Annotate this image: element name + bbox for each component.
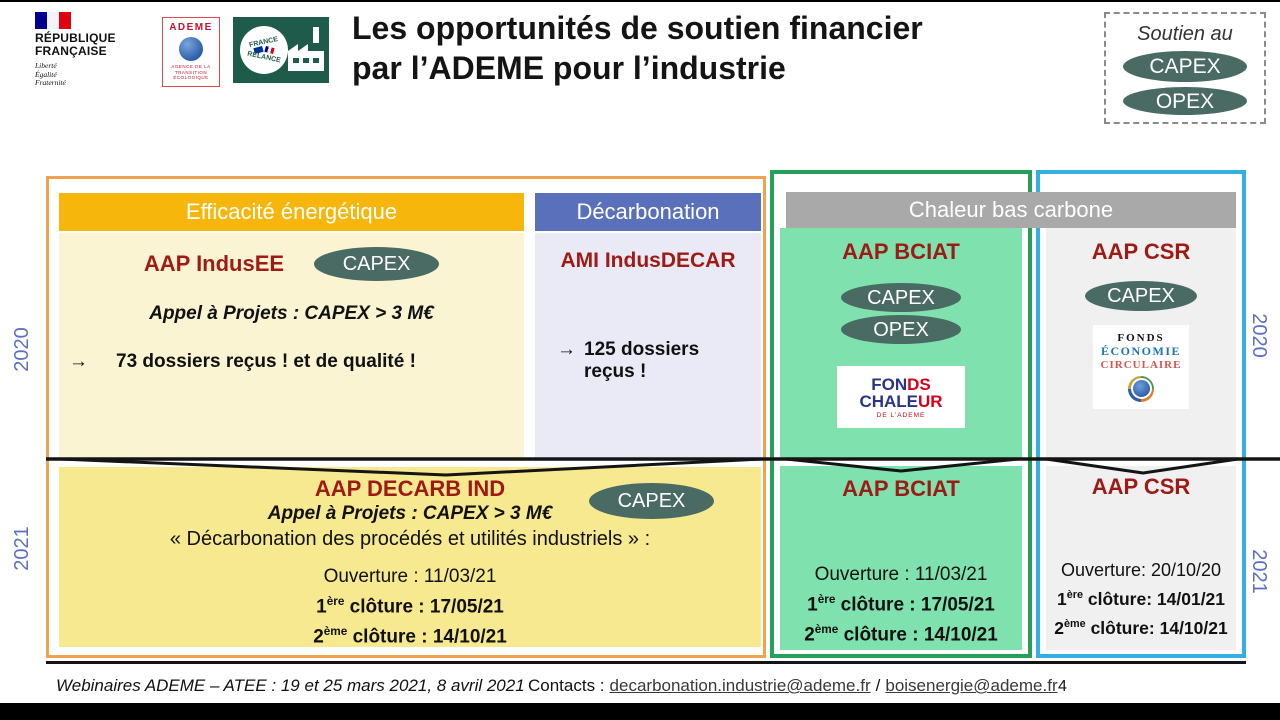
fec-line1: FONDS — [1117, 332, 1165, 345]
orange-block: Efficacité énergétique Décarbonation AAP… — [46, 176, 766, 658]
aap-bciat-title: AAP BCIAT — [842, 476, 960, 501]
decarb-ind-cloture1: 1ère clôture : 17/05/21 — [316, 595, 504, 618]
year-label-left-2021: 2021 — [10, 525, 33, 571]
flag-blue — [35, 12, 47, 29]
aap-indusee-title: AAP IndusEE — [143, 251, 285, 276]
year-label-right-2021: 2021 — [1247, 548, 1270, 594]
bottom-letterbox-strip — [0, 703, 1280, 720]
fec-line2: ÉCONOMIE — [1100, 344, 1181, 359]
footer-webinaires: Webinaires ADEME – ATEE : 19 et 25 mars … — [56, 676, 525, 695]
indusee-bullet: 73 dossiers reçus ! et de qualité ! — [116, 351, 416, 372]
decarb-ind-ouverture: Ouverture : 11/03/21 — [323, 566, 497, 587]
france-relance-circle: FRANCE RELANCE — [240, 26, 288, 74]
soutien-label: Soutien au — [1137, 23, 1233, 45]
fonds-economie-circulaire-logo: FONDS ÉCONOMIE CIRCULAIRE — [1093, 325, 1189, 409]
ademe-logo-title: ADEME — [169, 22, 213, 33]
decarbonation-2020-cell: AMI IndusDECAR → 125 dossiers reçus ! — [535, 233, 761, 461]
bciat-cloture1: 1ère clôture : 17/05/21 — [807, 593, 995, 616]
republique-francaise-logo: RÉPUBLIQUE FRANÇAISE Liberté Égalité Fra… — [35, 12, 145, 96]
capex-pill: CAPEX — [314, 247, 440, 281]
capex-pill: CAPEX — [841, 283, 961, 312]
ademe-sub3: ÉCOLOGIQUE — [173, 75, 209, 80]
arrow-icon: → — [69, 351, 88, 372]
soutien-box: Soutien au CAPEX OPEX — [1104, 12, 1266, 124]
flag-white — [47, 12, 59, 29]
decarb-ind-subtitle: Appel à Projets : CAPEX > 3 M€ — [267, 503, 553, 524]
opex-pill: OPEX — [841, 315, 961, 344]
motto-egalite: Égalité — [35, 69, 57, 79]
fonds-chaleur-logo: FONDS CHALEUR DE L’ADEME — [837, 366, 965, 428]
circular-economy-globe-icon — [1128, 375, 1154, 402]
year-label-left-2020-wrap: 2020 — [2, 306, 42, 392]
bciat-2021-cell: AAP BCIAT Ouverture : 11/03/21 1ère clôt… — [780, 466, 1022, 650]
fonds-chaleur-sub: DE L’ADEME — [876, 411, 926, 419]
top-letterbox-strip — [0, 0, 1280, 2]
year-label-right-2020: 2020 — [1247, 312, 1270, 358]
globe-icon — [179, 37, 203, 61]
decarb-ind-description: « Décarbonation des procédés et utilités… — [169, 528, 651, 550]
decarbonation-header: Décarbonation — [535, 193, 761, 231]
ademe-sub2: TRANSITION — [174, 69, 208, 75]
french-flag-icon — [35, 12, 71, 29]
csr-ouverture: Ouverture: 20/10/20 — [1060, 560, 1222, 580]
opex-pill: OPEX — [1123, 87, 1247, 115]
indusee-subtitle: Appel à Projets : CAPEX > 3 M€ — [149, 303, 434, 324]
bciat-cloture2: 2ème clôture : 14/10/21 — [804, 623, 998, 646]
globe-inner — [1130, 378, 1152, 400]
capex-pill: CAPEX — [1085, 281, 1197, 311]
csr-2021-cell: AAP CSR Ouverture: 20/10/20 1ère clôture… — [1046, 466, 1236, 650]
chaleur-bas-carbone-header: Chaleur bas carbone — [786, 192, 1236, 228]
footer-contacts: Contacts : decarbonation.industrie@ademe… — [528, 676, 1058, 696]
capex-pill: CAPEX — [589, 483, 714, 519]
decarb-ind-cloture2: 2ème clôture : 14/10/21 — [313, 625, 507, 648]
ademe-logo: ADEME AGENCE DE LA TRANSITION ÉCOLOGIQUE — [162, 17, 220, 87]
csr-cloture1: 1ère clôture: 14/01/21 — [1056, 588, 1226, 609]
efficacite-header: Efficacité énergétique — [59, 193, 524, 231]
mini-flag-fr — [264, 45, 275, 55]
aap-csr-title: AAP CSR — [1091, 474, 1191, 499]
factory-icon — [288, 27, 324, 71]
aap-decarb-ind-title: AAP DECARB IND — [314, 476, 506, 501]
contacts-separator: / — [875, 676, 881, 695]
flag-red — [59, 12, 71, 29]
motto-fraternite: Fraternité — [35, 78, 66, 87]
email-link-decarbonation[interactable]: decarbonation.industrie@ademe.fr — [609, 676, 871, 695]
ademe-sub1: AGENCE DE LA — [171, 64, 211, 69]
page-number: 4 — [1058, 678, 1067, 695]
contacts-label: Contacts : — [528, 676, 605, 695]
france-relance-logo: FRANCE RELANCE — [233, 17, 329, 83]
row-divider — [46, 457, 1280, 477]
aap-bciat-title: AAP BCIAT — [842, 239, 960, 264]
decarb-ind-2021-cell: CAPEX AAP DECARB IND Appel à Projets : C… — [59, 467, 761, 648]
motto-liberte: Liberté — [35, 61, 57, 70]
ami-indusdecar-title: AMI IndusDECAR — [560, 249, 736, 272]
year-label-left-2020: 2020 — [10, 326, 33, 372]
bciat-2020-cell: AAP BCIAT CAPEX OPEX FONDS CHALEUR DE L’… — [780, 228, 1022, 460]
indusdecar-bullet: 125 dossiers reçus ! — [584, 339, 700, 382]
year-label-left-2021-wrap: 2021 — [2, 505, 42, 591]
bciat-ouverture: Ouverture : 11/03/21 — [814, 564, 988, 585]
csr-block: AAP CSR CAPEX FONDS ÉCONOMIE CIRCULAIRE … — [1036, 170, 1246, 658]
republique-line1: RÉPUBLIQUE — [35, 31, 116, 45]
capex-pill: CAPEX — [1123, 51, 1247, 82]
slide-title-line1: Les opportunités de soutien financier — [352, 10, 923, 46]
email-link-boisenergie[interactable]: boisenergie@ademe.fr — [885, 676, 1058, 695]
fec-line3: CIRCULAIRE — [1100, 358, 1182, 371]
csr-cloture2: 2ème clôture: 14/10/21 — [1054, 617, 1228, 638]
arrow-icon: → — [557, 339, 576, 360]
slide-title-line2: par l’ADEME pour l’industrie — [352, 50, 786, 86]
aap-csr-title: AAP CSR — [1091, 239, 1191, 264]
republique-line2: FRANÇAISE — [35, 44, 107, 58]
bciat-block: AAP BCIAT CAPEX OPEX FONDS CHALEUR DE L’… — [770, 170, 1032, 658]
efficacite-2020-cell: AAP IndusEE CAPEX Appel à Projets : CAPE… — [59, 233, 524, 461]
slide-title: Les opportunités de soutien financier pa… — [352, 8, 1072, 88]
csr-2020-cell: AAP CSR CAPEX FONDS ÉCONOMIE CIRCULAIRE — [1046, 228, 1236, 460]
bottom-rule — [46, 661, 1246, 664]
